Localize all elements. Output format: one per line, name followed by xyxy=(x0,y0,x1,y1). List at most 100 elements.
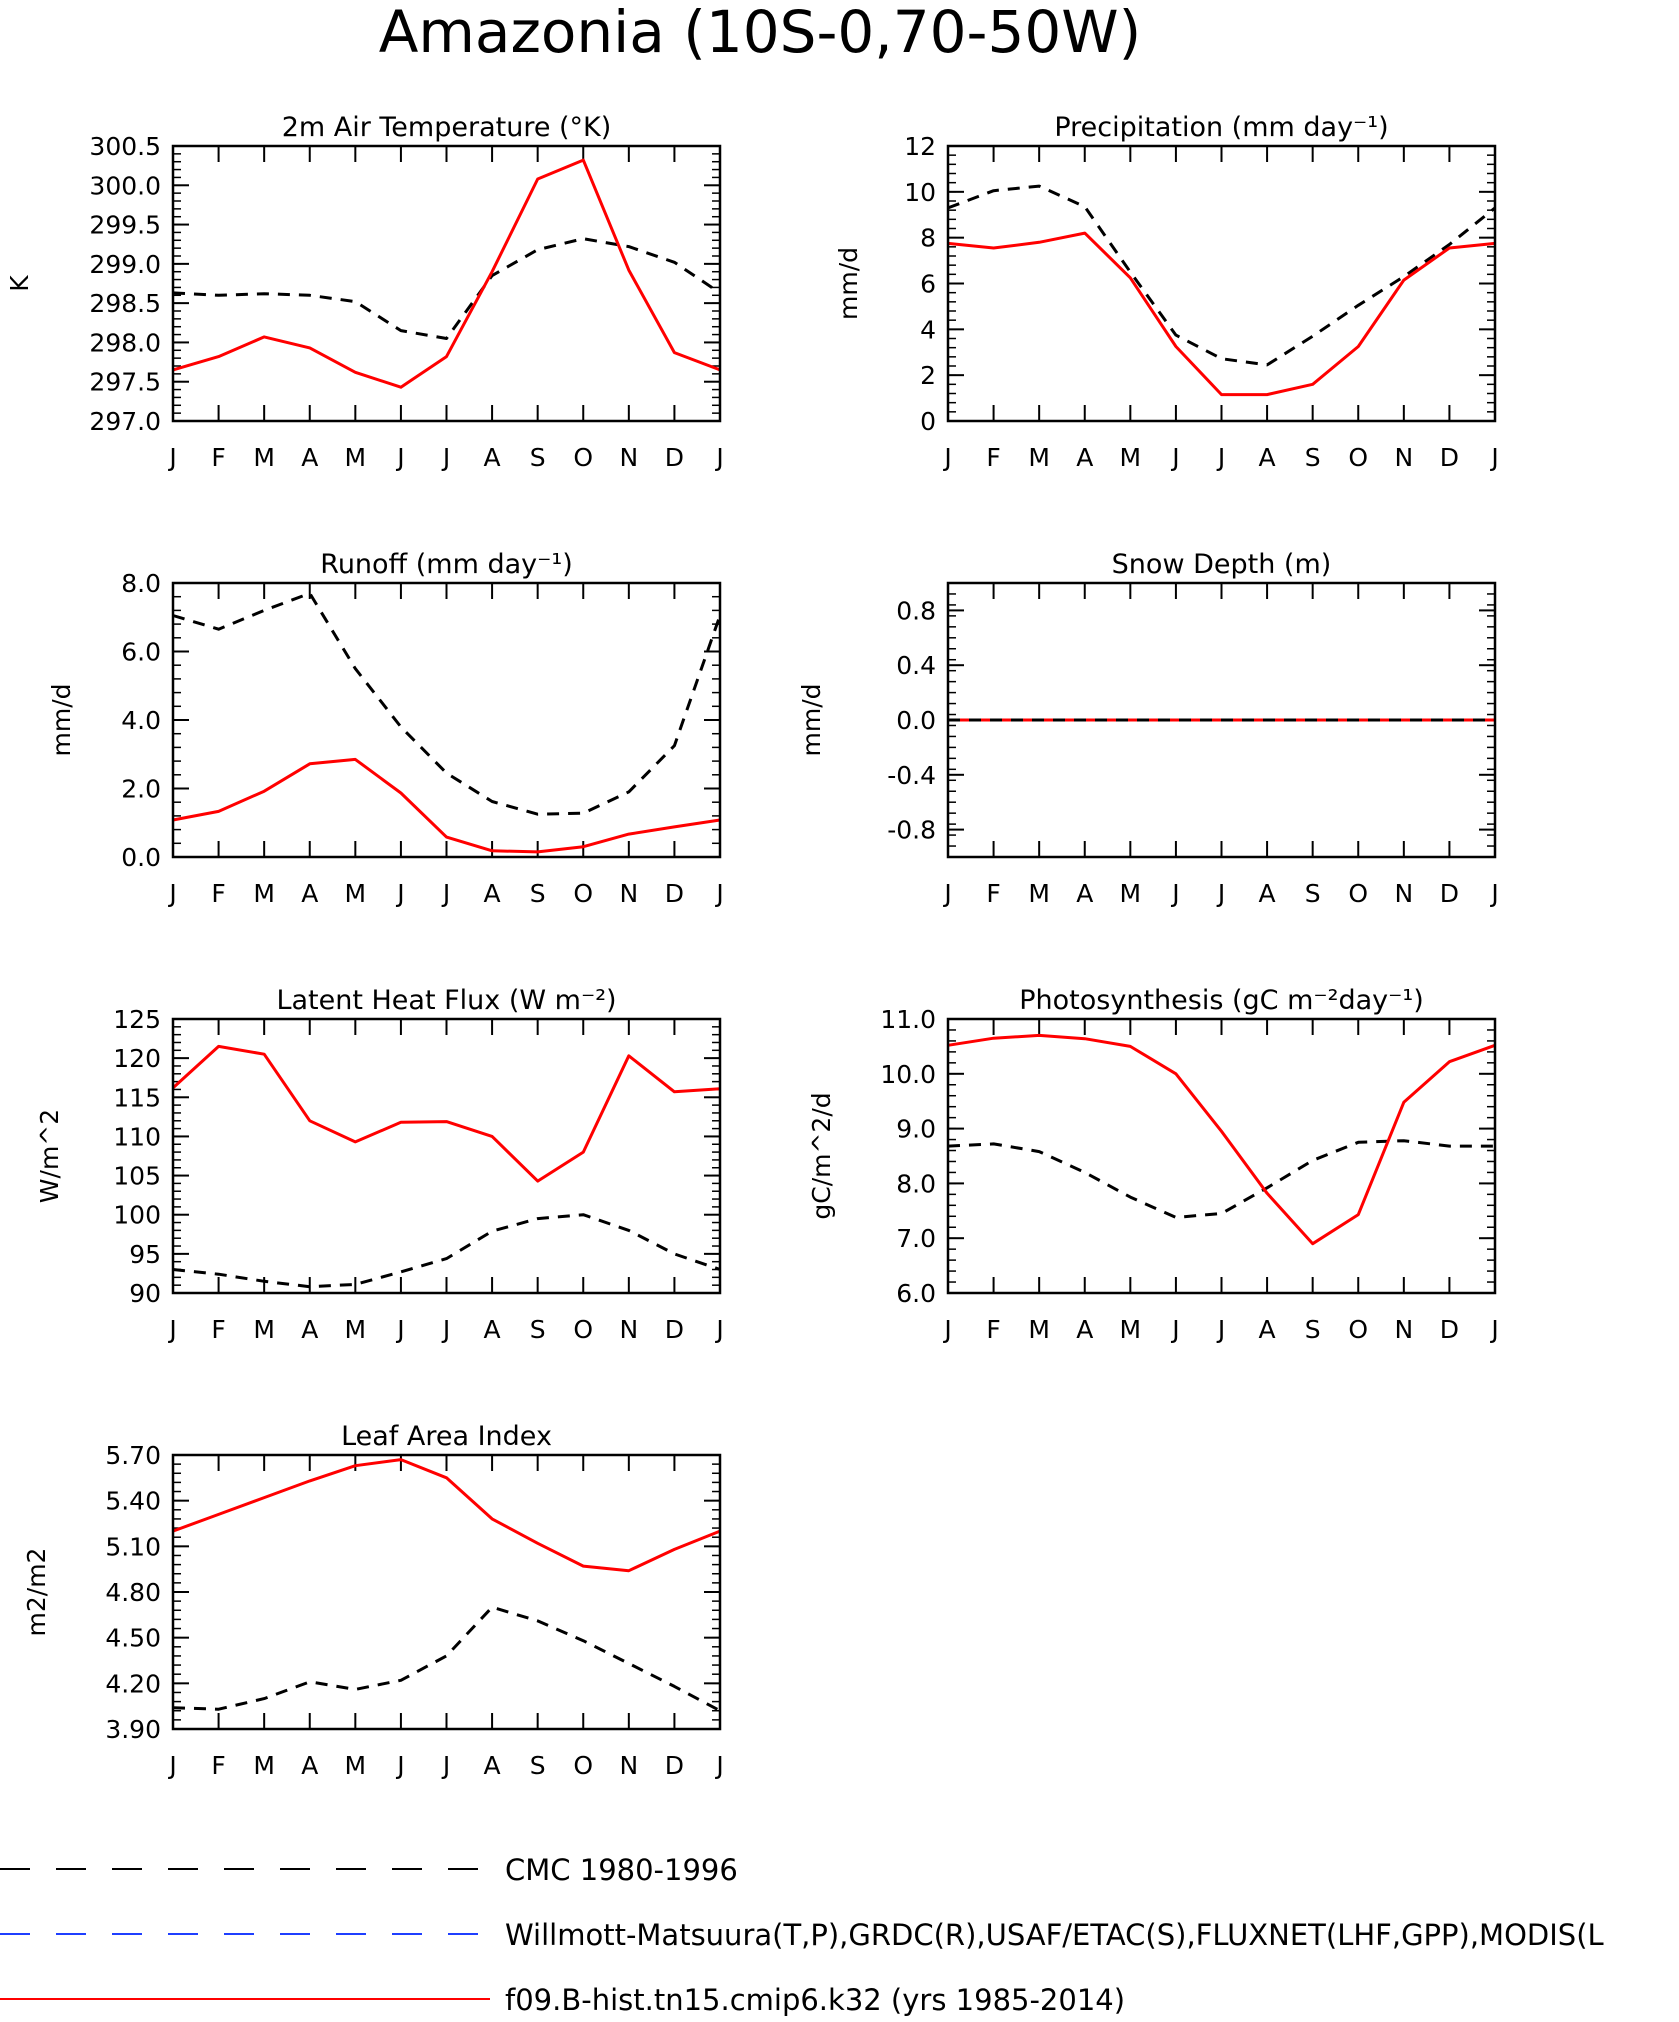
series-line xyxy=(172,591,722,816)
x-tick-label: J xyxy=(167,1315,176,1344)
y-tick-label: 298.5 xyxy=(89,289,161,318)
y-tick-label: 8.0 xyxy=(121,569,161,598)
x-tick-label: J xyxy=(441,443,450,472)
y-tick-label: 8.0 xyxy=(896,1169,936,1198)
y-tick-label: 299.0 xyxy=(89,250,161,279)
x-tick-label: N xyxy=(619,879,638,908)
y-axis-label: mm/d xyxy=(47,684,76,757)
series-line xyxy=(172,1605,721,1713)
x-tick-label: M xyxy=(345,879,367,908)
x-tick-label: F xyxy=(986,1315,1000,1344)
x-tick-label: F xyxy=(211,879,225,908)
chart-panel: Photosynthesis (gC m⁻²day⁻¹) gC/m^2/d 6.0 7… xyxy=(807,985,1499,1344)
x-tick-label: M xyxy=(1028,879,1050,908)
chart-title: Leaf Area Index xyxy=(341,1421,552,1452)
x-tick-label: J xyxy=(1489,443,1498,472)
plot-frame xyxy=(171,581,722,859)
chart-title: Snow Depth (m) xyxy=(1112,549,1332,580)
y-tick-label: 300.5 xyxy=(89,132,161,161)
x-tick-label: F xyxy=(211,1315,225,1344)
x-tick-label: M xyxy=(253,1751,275,1780)
y-tick-label: 0 xyxy=(920,407,936,436)
x-tick-label: A xyxy=(484,1315,501,1344)
legend: CMC 1980-1996 Willmott-Matsuura(T,P),GRDC… xyxy=(0,1853,1604,2017)
x-tick-label: N xyxy=(619,443,638,472)
panels: 2m Air Temperature (°K) K 297.0 297.5 298.0 2… xyxy=(5,112,1499,1780)
figure-title: Amazonia (10S-0,70-50W) xyxy=(379,0,1142,66)
series-line xyxy=(172,237,721,340)
y-tick-label: 125 xyxy=(113,1005,161,1034)
x-tick-label: M xyxy=(253,1315,275,1344)
chart-panel: Snow Depth (m)mm/d-0.8-0.40.00.40.8J F M A M… xyxy=(797,549,1499,908)
x-tick-label: J xyxy=(1170,879,1179,908)
plot-frame xyxy=(946,144,1497,423)
y-tick-label: 100 xyxy=(113,1201,161,1230)
series-line xyxy=(172,158,721,389)
x-tick-label: S xyxy=(1305,1315,1321,1344)
x-tick-label: A xyxy=(301,443,318,472)
y-tick-label: 6.0 xyxy=(896,1279,936,1308)
x-tick-label: O xyxy=(1348,879,1368,908)
x-tick-label: J xyxy=(714,443,723,472)
chart-title: Latent Heat Flux (W m⁻²) xyxy=(276,985,616,1016)
y-tick-label: 115 xyxy=(113,1083,161,1112)
y-tick-label: 4.20 xyxy=(105,1669,161,1698)
x-tick-label: O xyxy=(573,1315,593,1344)
x-tick-label: J xyxy=(1216,879,1225,908)
y-tick-label: 300.0 xyxy=(89,171,161,200)
x-tick-label: J xyxy=(1489,1315,1498,1344)
x-tick-label: J xyxy=(1170,1315,1179,1344)
x-tick-label: S xyxy=(530,879,546,908)
y-axis-label: mm/d xyxy=(797,684,826,757)
y-tick-label: 4.0 xyxy=(121,706,161,735)
chart-title: Photosynthesis (gC m⁻²day⁻¹) xyxy=(1019,985,1423,1016)
x-tick-label: D xyxy=(1440,879,1459,908)
plot-frame xyxy=(171,144,722,423)
x-tick-label: S xyxy=(530,1751,546,1780)
chart-title: Precipitation (mm day⁻¹) xyxy=(1054,112,1388,143)
x-tick-label: J xyxy=(167,879,176,908)
y-axis-label: K xyxy=(5,275,34,292)
y-tick-label: 0.4 xyxy=(896,651,936,680)
series-line xyxy=(172,1213,721,1289)
x-tick-label: A xyxy=(1259,443,1276,472)
x-tick-label: J xyxy=(167,443,176,472)
x-tick-label: J xyxy=(1170,443,1179,472)
x-tick-label: M xyxy=(345,1751,367,1780)
chart-panel: Latent Heat Flux (W m⁻²) W/m^2 90 95 100 105 1… xyxy=(35,985,724,1344)
x-tick-label: F xyxy=(986,443,1000,472)
y-axis-label: m2/m2 xyxy=(22,1548,51,1637)
x-tick-label: M xyxy=(345,1315,367,1344)
y-tick-label: 4 xyxy=(920,315,936,344)
y-tick-label: 0.0 xyxy=(896,706,936,735)
x-tick-label: A xyxy=(484,879,501,908)
x-tick-label: N xyxy=(1394,1315,1413,1344)
chart-panel: Leaf Area Index m2/m2 3.90 4.20 4.50 4.80 5.10… xyxy=(22,1421,724,1780)
y-tick-label: 90 xyxy=(129,1279,161,1308)
x-tick-label: A xyxy=(1076,1315,1093,1344)
y-tick-label: 120 xyxy=(113,1044,161,1073)
series-line xyxy=(172,1458,721,1573)
series-line xyxy=(171,1044,721,1183)
x-tick-label: D xyxy=(665,1315,684,1344)
x-tick-label: J xyxy=(395,1315,404,1344)
x-tick-label: A xyxy=(301,1315,318,1344)
x-tick-label: M xyxy=(253,443,275,472)
x-tick-label: N xyxy=(1394,443,1413,472)
x-tick-label: S xyxy=(530,443,546,472)
plot-frame xyxy=(171,1453,722,1731)
legend-label: CMC 1980-1996 xyxy=(505,1853,738,1887)
legend-label: Willmott-Matsuura(T,P),GRDC(R),USAF/ETAC… xyxy=(505,1918,1604,1952)
x-tick-label: J xyxy=(942,1315,951,1344)
x-tick-label: D xyxy=(1440,1315,1459,1344)
y-axis-label: mm/d xyxy=(834,247,863,320)
y-tick-label: 2.0 xyxy=(121,775,161,804)
y-tick-label: 298.0 xyxy=(89,328,161,357)
y-tick-label: 299.5 xyxy=(89,211,161,240)
x-tick-label: J xyxy=(714,879,723,908)
y-tick-label: 6 xyxy=(920,270,936,299)
x-tick-label: J xyxy=(942,443,951,472)
y-tick-label: 12 xyxy=(904,132,936,161)
y-tick-label: 4.50 xyxy=(105,1624,161,1653)
